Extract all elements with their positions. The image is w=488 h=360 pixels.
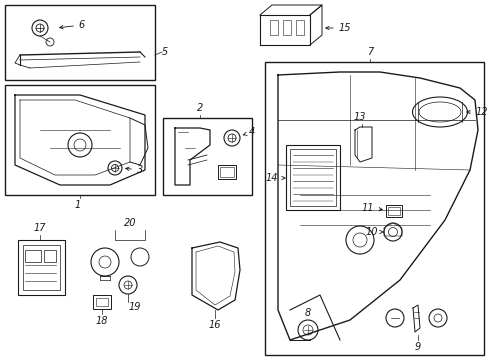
Text: 8: 8 — [304, 308, 310, 318]
Text: 11: 11 — [361, 203, 382, 213]
Bar — [218, 165, 236, 179]
Bar — [93, 295, 111, 309]
Bar — [387, 207, 399, 215]
Bar — [264, 62, 483, 355]
Text: 13: 13 — [353, 112, 366, 122]
Text: 10: 10 — [365, 227, 383, 237]
Bar — [283, 20, 290, 35]
Bar — [25, 250, 41, 262]
Text: 14: 14 — [265, 173, 285, 183]
Text: 5: 5 — [162, 47, 168, 57]
Bar — [96, 298, 108, 306]
Bar — [18, 240, 65, 295]
Text: 7: 7 — [366, 47, 372, 57]
Text: 4: 4 — [243, 127, 255, 137]
Text: 6: 6 — [60, 20, 85, 30]
Bar — [5, 85, 155, 195]
Bar — [285, 145, 339, 210]
Text: 2: 2 — [197, 103, 203, 113]
Bar — [385, 205, 401, 217]
Text: 3: 3 — [125, 165, 143, 175]
Bar — [269, 20, 278, 35]
Bar — [163, 118, 251, 195]
Bar — [295, 20, 304, 35]
Text: 20: 20 — [123, 218, 136, 228]
Bar — [220, 167, 234, 177]
Text: 19: 19 — [128, 302, 141, 312]
Bar — [5, 5, 155, 80]
Bar — [289, 149, 335, 206]
Bar — [23, 245, 60, 290]
Text: 9: 9 — [414, 342, 420, 352]
Bar — [44, 250, 56, 262]
Text: 12: 12 — [466, 107, 487, 117]
Text: 17: 17 — [34, 223, 46, 233]
Text: 1: 1 — [75, 200, 81, 210]
Text: 18: 18 — [96, 316, 108, 326]
Text: 16: 16 — [208, 320, 221, 330]
Text: 15: 15 — [325, 23, 350, 33]
